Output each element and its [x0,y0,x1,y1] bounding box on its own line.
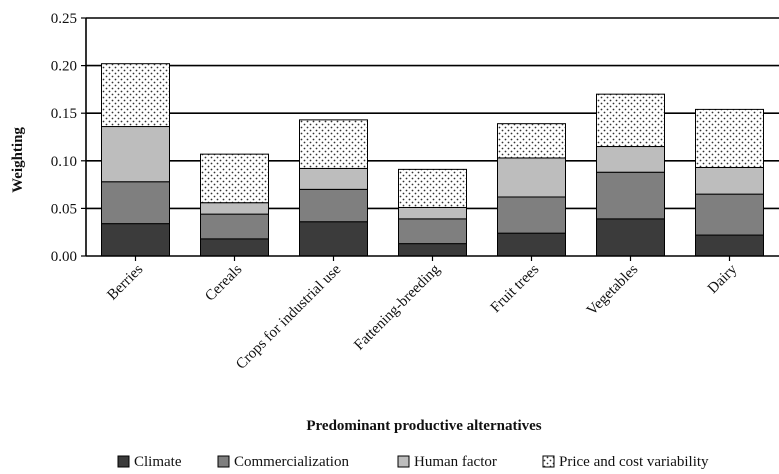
legend-swatch [117,455,130,468]
bar-segment-commercialization [299,188,368,223]
y-tick-labels: 0.00 0.05 0.10 0.15 0.20 0.25 [51,11,86,265]
category-label: Cereals [202,261,245,304]
legend: Climate Commercialization Human factor Pric… [117,454,709,470]
legend-swatch [542,455,555,468]
category-label: Crops for industrial use [233,261,344,372]
bar-segment-climate [398,243,467,257]
bar-segment-commercialization [497,196,566,234]
y-tick-label: 0.15 [51,106,77,122]
category-label: Dairy [705,261,741,297]
legend-label: Price and cost variability [559,454,709,470]
bar-segment-human-factor [596,146,665,173]
bar-segment-human-factor [101,126,170,183]
bar-segment-price-and-cost-variability [299,119,368,169]
legend-label: Climate [134,454,182,470]
legend-label: Human factor [414,454,497,470]
bar-segment-human-factor [398,206,467,220]
legend-swatch [397,455,410,468]
bar-segment-human-factor [497,157,566,198]
bar-segment-climate [299,221,368,257]
bar-segment-commercialization [101,181,170,225]
y-tick-label: 0.10 [51,154,77,170]
bar-segment-price-and-cost-variability [200,153,269,204]
legend-swatch [217,455,230,468]
y-tick-label: 0.20 [51,59,77,75]
bar-segment-price-and-cost-variability [101,63,170,128]
bar-segment-commercialization [695,193,764,236]
category-label: Fruit trees [488,261,543,316]
bar-segment-climate [695,234,764,257]
y-tick-label: 0.00 [51,249,77,265]
y-axis-label: Weighting [10,127,26,193]
x-axis-label: Predominant productive alternatives [306,418,541,434]
bar-segment-price-and-cost-variability [398,168,467,208]
bar-segment-price-and-cost-variability [596,93,665,148]
category-label: Vegetables [584,261,641,318]
bar-segment-human-factor [695,166,764,195]
y-tick-label: 0.05 [51,201,77,217]
bar-segment-climate [200,238,269,257]
bars [101,63,764,257]
category-label: Fattening-breeding [351,261,443,353]
bar-segment-human-factor [200,202,269,215]
bar-segment-human-factor [299,167,368,190]
bar-segment-price-and-cost-variability [695,108,764,168]
category-label: Berries [104,261,146,303]
bar-segment-price-and-cost-variability [497,123,566,159]
bar-segment-commercialization [596,171,665,220]
legend-label: Commercialization [234,454,349,470]
bar-segment-climate [497,232,566,257]
bar-segment-climate [596,218,665,257]
bar-segment-climate [101,223,170,257]
y-tick-label: 0.25 [51,11,77,27]
bar-segment-commercialization [398,218,467,245]
bar-segment-commercialization [200,213,269,240]
